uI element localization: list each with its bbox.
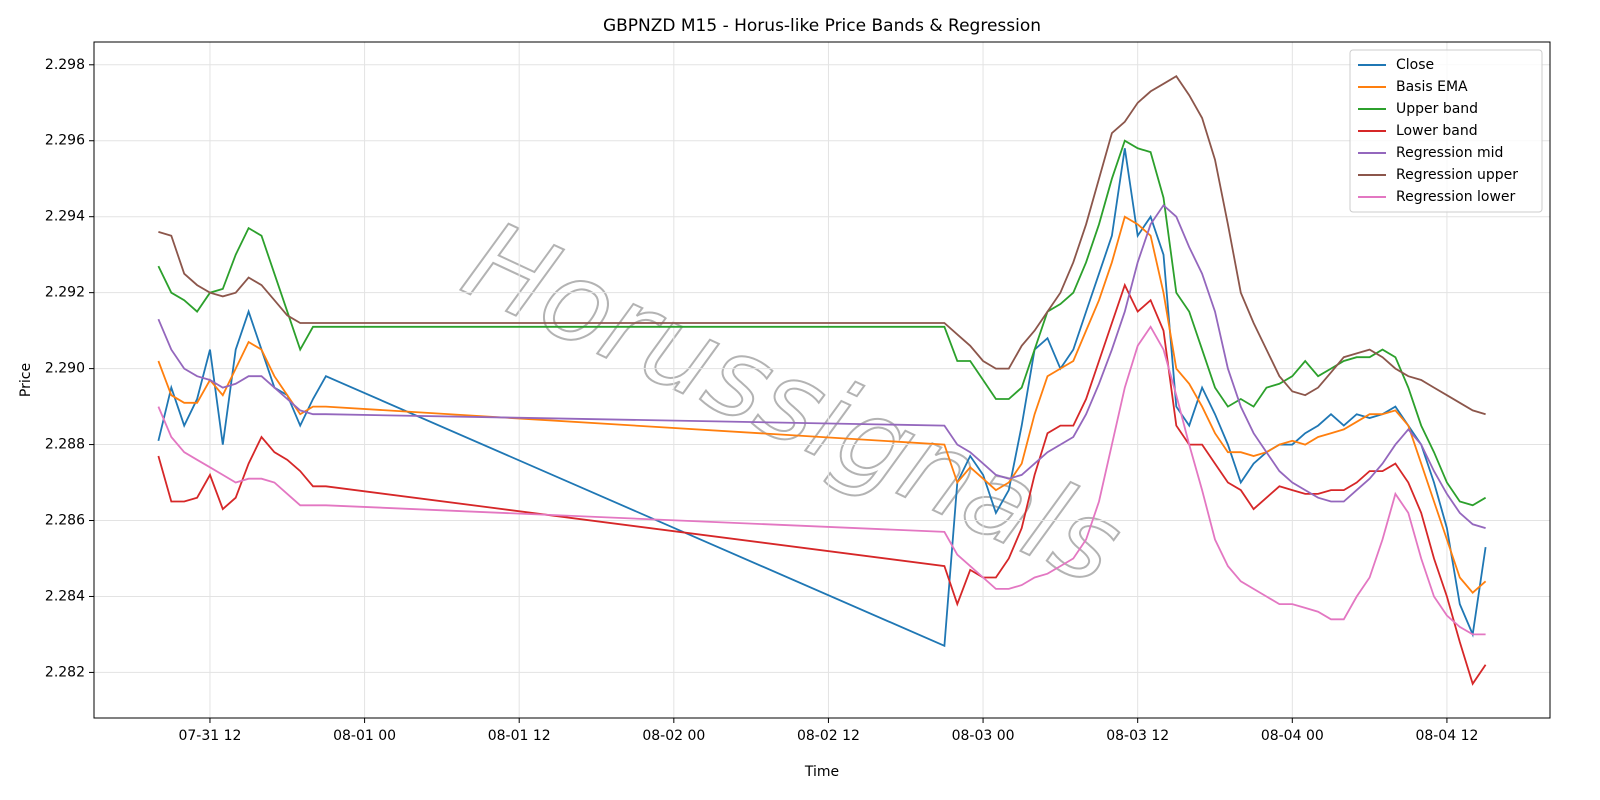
chart-title: GBPNZD M15 - Horus-like Price Bands & Re… (603, 16, 1041, 36)
y-tick-label: 2.284 (45, 588, 85, 604)
series-line (157, 282, 1487, 686)
x-tick-label: 08-03 00 (952, 728, 1015, 744)
watermark: Horussignals (447, 196, 1140, 610)
legend: Close Basis EMA Upper band Lower band Regres… (1349, 49, 1543, 213)
y-tick-label: 2.282 (45, 664, 85, 680)
y-axis-label: Price (18, 363, 34, 397)
series-line (157, 203, 1486, 529)
legend-label: Regression upper (1396, 167, 1518, 183)
legend-box (1349, 49, 1543, 213)
y-tick-label: 2.290 (45, 361, 85, 377)
x-tick-label: 08-03 12 (1106, 728, 1169, 744)
x-tick-label: 08-04 00 (1261, 728, 1324, 744)
x-tick-label: 08-02 12 (797, 728, 860, 744)
y-tick-label: 2.296 (45, 133, 85, 149)
y-tick-label: 2.294 (45, 209, 85, 225)
y-tick-label: 2.298 (45, 57, 85, 73)
legend-label: Regression lower (1396, 189, 1516, 205)
x-tick-label: 07-31 12 (178, 728, 241, 744)
legend-label: Close (1396, 57, 1434, 73)
legend-label: Basis EMA (1396, 79, 1468, 95)
x-axis-label: Time (804, 764, 839, 780)
series-line (158, 74, 1486, 416)
x-tick-label: 08-02 00 (642, 728, 705, 744)
x-tick-label: 08-04 12 (1415, 728, 1478, 744)
x-tick-label: 08-01 00 (333, 728, 396, 744)
y-tick-label: 2.286 (45, 513, 85, 529)
series-line (157, 139, 1487, 507)
y-tick-label: 2.292 (45, 285, 85, 301)
y-tick-label: 2.288 (45, 437, 85, 453)
legend-label: Lower band (1396, 123, 1478, 139)
plot-frame (93, 41, 1551, 719)
series-line (157, 325, 1486, 636)
legend-label: Upper band (1396, 101, 1478, 117)
series-line (157, 215, 1487, 594)
x-tick-label: 08-01 12 (488, 728, 551, 744)
legend-label: Regression mid (1396, 145, 1503, 161)
